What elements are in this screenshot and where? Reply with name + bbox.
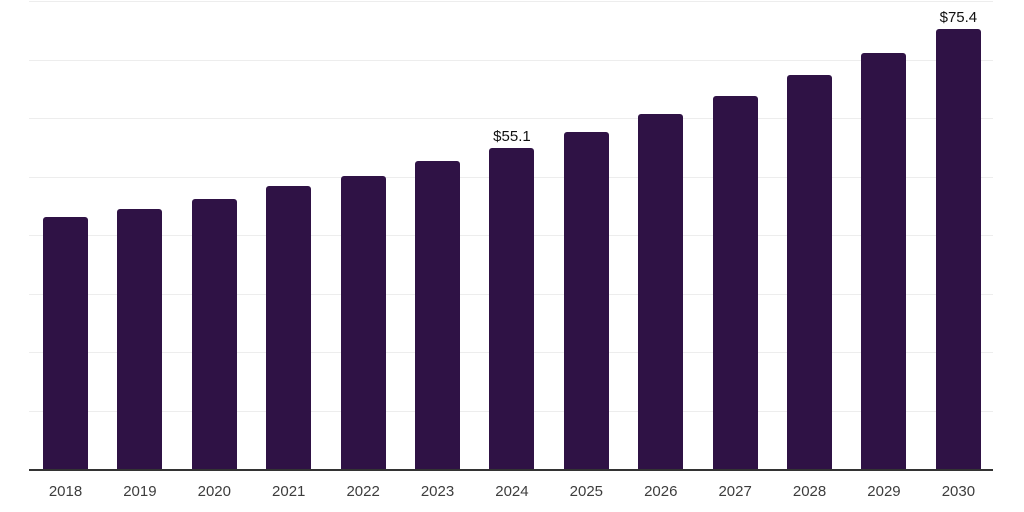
x-label-2029: 2029 [867, 483, 901, 500]
x-label-2028: 2028 [792, 483, 827, 500]
bar-2019 [117, 209, 163, 470]
bar-chart: $55.1 $75.4 2018 2019 2020 2021 2022 2023 2024 2… [29, 1, 993, 500]
bar-2025 [563, 131, 609, 470]
bar-2023 [415, 161, 461, 470]
gridline-80 [29, 1, 993, 2]
x-label-2026: 2026 [644, 483, 678, 500]
bar-2020 [191, 198, 237, 470]
x-label-2021: 2021 [272, 483, 306, 500]
x-label-2025: 2025 [569, 483, 604, 500]
bar-value-label-2030: $75.4 [939, 8, 978, 26]
bar-2028 [787, 74, 833, 470]
bar-2030: $75.4 [935, 9, 981, 470]
gridline-60 [29, 118, 993, 119]
bar-2018 [43, 217, 88, 470]
bar-2027 [712, 96, 758, 470]
plot-area: $55.1 $75.4 [29, 1, 993, 471]
x-label-2022: 2022 [346, 483, 380, 500]
x-axis-line [29, 469, 993, 471]
x-label-2024: 2024 [495, 483, 529, 500]
gridline-70 [29, 59, 993, 61]
x-label-2018: 2018 [48, 483, 83, 500]
x-label-2027: 2027 [718, 483, 752, 500]
x-label-2020: 2020 [197, 483, 231, 500]
x-axis-labels: 2018 2019 2020 2021 2022 2023 2024 2025 2026 2027… [29, 483, 993, 500]
bar-2029 [861, 52, 907, 470]
bar-2021 [266, 186, 312, 470]
bar-2026 [638, 114, 684, 470]
bar-2022 [340, 175, 386, 470]
bar-2024: $55.1 [489, 128, 535, 470]
bar-value-label-2024: $55.1 [493, 127, 531, 145]
x-label-2023: 2023 [420, 483, 455, 500]
x-label-2030: 2030 [941, 483, 976, 500]
bar-series: $55.1 $75.4 [29, 1, 993, 470]
x-label-2019: 2019 [123, 483, 157, 500]
